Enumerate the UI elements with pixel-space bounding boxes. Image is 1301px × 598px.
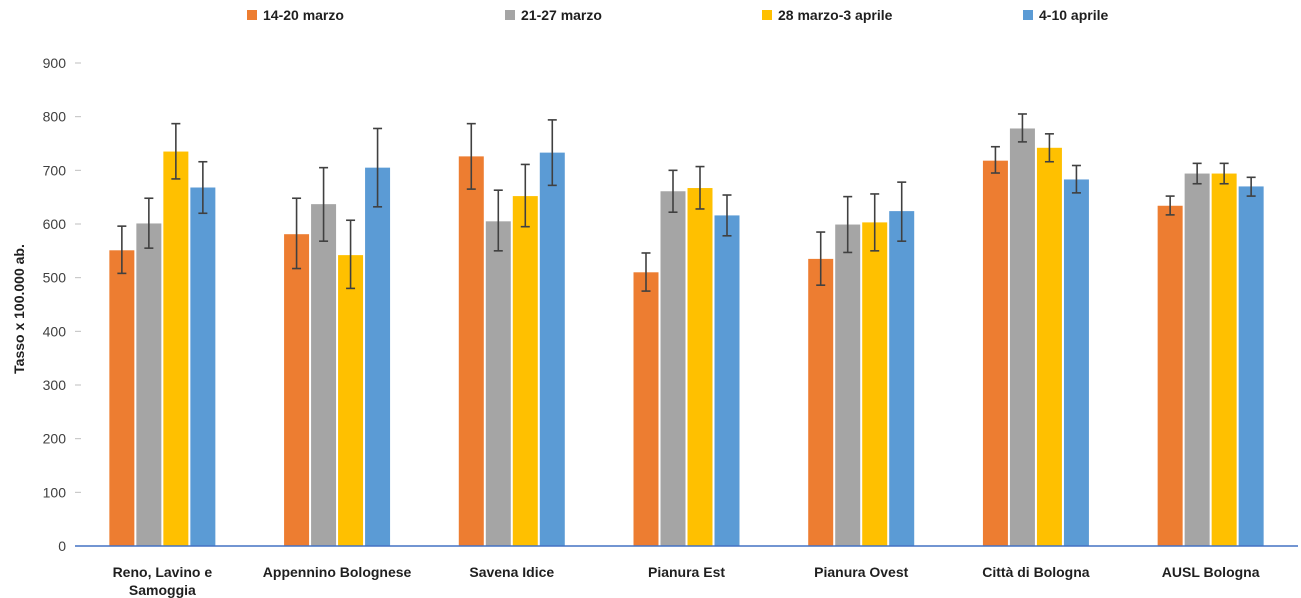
error-bar-series-1-cat-1 bbox=[117, 225, 127, 275]
legend-label-series-1: 14-20 marzo bbox=[263, 7, 344, 23]
y-tick-label: 600 bbox=[43, 216, 67, 232]
x-category-label-6: Città di Bologna bbox=[982, 564, 1090, 580]
bar-series-1-cat-7 bbox=[1157, 205, 1183, 546]
bar-series-1-cat-6 bbox=[982, 160, 1008, 546]
bar-series-3-cat-5 bbox=[862, 222, 888, 546]
bar-series-1-cat-4 bbox=[633, 272, 659, 546]
legend-swatch-series-4 bbox=[1023, 10, 1033, 20]
error-bar-series-1-cat-3 bbox=[466, 122, 476, 190]
error-bar-series-2-cat-6 bbox=[1017, 113, 1027, 143]
bars bbox=[109, 128, 1264, 547]
error-bar-series-4-cat-3 bbox=[547, 119, 557, 187]
legend-label-series-2: 21-27 marzo bbox=[521, 7, 602, 23]
error-bar-series-2-cat-4 bbox=[668, 169, 678, 213]
bar-series-2-cat-6 bbox=[1009, 128, 1035, 546]
error-bar-series-2-cat-7 bbox=[1192, 162, 1202, 185]
error-bar-series-1-cat-6 bbox=[990, 145, 1000, 174]
x-category-label-4: Pianura Est bbox=[648, 564, 725, 580]
bar-series-2-cat-4 bbox=[660, 191, 686, 546]
bar-series-1-cat-1 bbox=[109, 250, 135, 546]
error-bar-series-3-cat-4 bbox=[695, 165, 705, 210]
bar-series-1-cat-2 bbox=[284, 234, 310, 547]
legend-item-series-2: 21-27 marzo bbox=[505, 7, 602, 23]
y-tick-label: 800 bbox=[43, 109, 67, 125]
error-bar-series-3-cat-1 bbox=[171, 122, 181, 180]
y-tick-label: 400 bbox=[43, 323, 67, 339]
error-bar-series-3-cat-7 bbox=[1219, 162, 1229, 185]
legend-item-series-4: 4-10 aprile bbox=[1023, 7, 1108, 23]
bar-series-4-cat-7 bbox=[1238, 186, 1264, 546]
bar-series-4-cat-2 bbox=[365, 167, 391, 546]
bar-series-1-cat-3 bbox=[458, 156, 484, 546]
error-bars bbox=[117, 113, 1256, 292]
bar-series-3-cat-7 bbox=[1211, 173, 1237, 546]
bar-series-3-cat-3 bbox=[512, 196, 538, 547]
x-category-label-7: AUSL Bologna bbox=[1162, 564, 1260, 580]
error-bar-series-1-cat-4 bbox=[641, 252, 651, 292]
error-bar-series-2-cat-1 bbox=[144, 197, 154, 249]
y-axis: 0 100 200 300 400 500 600 700 800 900 bbox=[43, 55, 81, 554]
error-bar-series-2-cat-3 bbox=[493, 189, 503, 252]
error-bar-series-1-cat-5 bbox=[816, 231, 826, 286]
error-bar-series-2-cat-5 bbox=[843, 195, 853, 254]
bar-series-4-cat-4 bbox=[714, 215, 740, 546]
chart-legend: 14-20 marzo 21-27 marzo 28 marzo-3 april… bbox=[0, 7, 1301, 29]
error-bar-series-1-cat-2 bbox=[292, 197, 302, 270]
legend-label-series-4: 4-10 aprile bbox=[1039, 7, 1109, 23]
bar-series-4-cat-6 bbox=[1063, 179, 1089, 546]
error-bar-series-4-cat-7 bbox=[1246, 176, 1256, 197]
bar-series-2-cat-2 bbox=[311, 204, 337, 547]
legend-swatch-series-1 bbox=[247, 10, 257, 20]
legend-swatch-series-2 bbox=[505, 10, 515, 20]
bar-series-2-cat-7 bbox=[1184, 173, 1210, 546]
error-bar-series-3-cat-5 bbox=[870, 193, 880, 252]
y-tick-label: 300 bbox=[43, 377, 67, 393]
error-bar-series-4-cat-6 bbox=[1071, 164, 1081, 194]
y-tick-label: 700 bbox=[43, 162, 67, 178]
legend-item-series-3: 28 marzo-3 aprile bbox=[762, 7, 892, 23]
error-bar-series-4-cat-2 bbox=[373, 127, 383, 208]
legend-swatch-series-3 bbox=[762, 10, 772, 20]
x-axis-labels: Reno, Lavino e Samoggia Appennino Bolognes… bbox=[113, 564, 1260, 598]
x-category-label-3: Savena Idice bbox=[469, 564, 554, 580]
bar-series-2-cat-3 bbox=[485, 221, 511, 547]
x-category-label-2: Appennino Bolognese bbox=[263, 564, 412, 580]
legend-label-series-3: 28 marzo-3 aprile bbox=[778, 7, 893, 23]
error-bar-series-4-cat-5 bbox=[897, 181, 907, 242]
bar-series-4-cat-5 bbox=[889, 211, 915, 546]
y-tick-label: 100 bbox=[43, 484, 67, 500]
bar-series-2-cat-1 bbox=[136, 223, 162, 547]
bar-series-3-cat-6 bbox=[1036, 147, 1062, 546]
error-bar-series-4-cat-1 bbox=[198, 160, 208, 215]
bar-series-2-cat-5 bbox=[835, 224, 861, 546]
y-tick-label: 900 bbox=[43, 55, 67, 71]
bar-series-4-cat-3 bbox=[539, 152, 565, 546]
bar-series-1-cat-5 bbox=[808, 258, 834, 546]
y-axis-title: Tasso x 100.000 ab. bbox=[11, 244, 27, 374]
legend-item-series-1: 14-20 marzo bbox=[247, 7, 344, 23]
error-bar-series-3-cat-6 bbox=[1044, 133, 1054, 163]
y-tick-label: 200 bbox=[43, 431, 67, 447]
y-tick-label: 500 bbox=[43, 270, 67, 286]
bar-series-4-cat-1 bbox=[190, 187, 216, 547]
error-bar-series-2-cat-2 bbox=[319, 166, 329, 242]
x-category-label-5: Pianura Ovest bbox=[814, 564, 908, 580]
y-tick-label: 0 bbox=[58, 538, 66, 554]
bar-series-3-cat-1 bbox=[163, 151, 189, 547]
error-bar-series-4-cat-4 bbox=[722, 194, 732, 237]
error-bar-series-1-cat-7 bbox=[1165, 195, 1175, 216]
bar-series-3-cat-4 bbox=[687, 188, 713, 546]
x-category-label-1: Reno, Lavino e Samoggia bbox=[113, 564, 213, 598]
error-bar-series-3-cat-3 bbox=[520, 163, 530, 228]
bar-series-3-cat-2 bbox=[338, 255, 364, 547]
error-bar-series-3-cat-2 bbox=[346, 219, 356, 290]
